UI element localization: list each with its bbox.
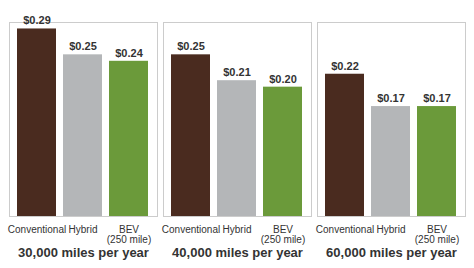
svg-text:Conventional: Conventional [8,224,66,235]
svg-text:Hybrid: Hybrid [377,224,406,235]
svg-text:Hybrid: Hybrid [69,224,98,235]
svg-text:60,000 miles per year: 60,000 miles per year [326,245,457,260]
svg-text:$0.25: $0.25 [177,40,205,52]
svg-text:$0.22: $0.22 [331,60,359,72]
svg-text:BEV(250 mile): BEV(250 mile) [107,224,151,245]
svg-text:$0.25: $0.25 [69,40,97,52]
svg-text:BEV(250 mile): BEV(250 mile) [261,224,305,245]
svg-text:40,000 miles per year: 40,000 miles per year [172,245,303,260]
svg-text:$0.29: $0.29 [23,14,51,26]
svg-text:$0.21: $0.21 [223,66,251,78]
svg-text:$0.17: $0.17 [423,92,451,104]
svg-text:Hybrid: Hybrid [223,224,252,235]
svg-text:BEV(250 mile): BEV(250 mile) [415,224,459,245]
svg-text:$0.24: $0.24 [115,47,143,59]
svg-text:Conventional: Conventional [316,224,374,235]
svg-text:30,000 miles per year: 30,000 miles per year [18,245,149,260]
svg-text:$0.20: $0.20 [269,73,297,85]
svg-text:Conventional: Conventional [162,224,220,235]
svg-text:$0.17: $0.17 [377,92,405,104]
